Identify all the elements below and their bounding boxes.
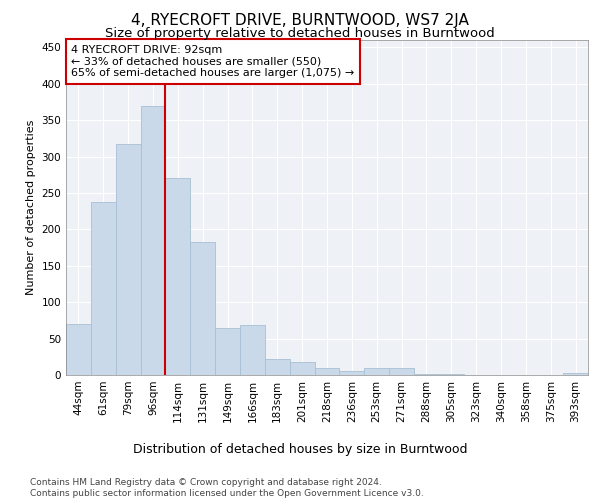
- Bar: [364, 368, 389, 375]
- Bar: [215, 328, 240, 375]
- Bar: [314, 368, 340, 375]
- Text: Size of property relative to detached houses in Burntwood: Size of property relative to detached ho…: [105, 28, 495, 40]
- Bar: [563, 373, 588, 375]
- Text: 4 RYECROFT DRIVE: 92sqm
← 33% of detached houses are smaller (550)
65% of semi-d: 4 RYECROFT DRIVE: 92sqm ← 33% of detache…: [71, 45, 355, 78]
- Bar: [290, 362, 314, 375]
- Bar: [91, 202, 116, 375]
- Text: Distribution of detached houses by size in Burntwood: Distribution of detached houses by size …: [133, 442, 467, 456]
- Y-axis label: Number of detached properties: Number of detached properties: [26, 120, 36, 295]
- Bar: [240, 326, 265, 375]
- Bar: [116, 144, 140, 375]
- Text: 4, RYECROFT DRIVE, BURNTWOOD, WS7 2JA: 4, RYECROFT DRIVE, BURNTWOOD, WS7 2JA: [131, 12, 469, 28]
- Text: Contains HM Land Registry data © Crown copyright and database right 2024.
Contai: Contains HM Land Registry data © Crown c…: [30, 478, 424, 498]
- Bar: [66, 324, 91, 375]
- Bar: [439, 374, 464, 375]
- Bar: [265, 359, 290, 375]
- Bar: [140, 106, 166, 375]
- Bar: [166, 178, 190, 375]
- Bar: [389, 368, 414, 375]
- Bar: [414, 374, 439, 375]
- Bar: [340, 372, 364, 375]
- Bar: [190, 242, 215, 375]
